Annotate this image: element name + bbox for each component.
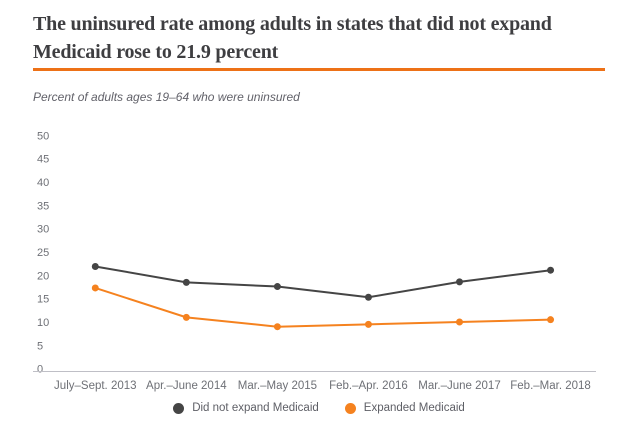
y-axis-tick-label: 15 xyxy=(37,294,49,306)
legend-item-did-not-expand: Did not expand Medicaid xyxy=(173,402,319,414)
data-point-marker xyxy=(364,320,372,328)
y-axis-tick-label: 40 xyxy=(37,177,49,189)
data-point-marker xyxy=(273,323,281,331)
data-point-marker xyxy=(273,283,281,291)
y-axis-tick-label: 20 xyxy=(37,270,49,282)
data-point-marker xyxy=(91,284,99,292)
y-axis-tick-label: 10 xyxy=(37,317,49,329)
y-axis-tick-label: 5 xyxy=(37,340,43,352)
legend-label: Expanded Medicaid xyxy=(363,402,465,414)
y-axis-tick-label: 30 xyxy=(37,224,49,236)
data-point-marker xyxy=(456,278,463,286)
series-line xyxy=(95,265,551,299)
y-axis-tick-label: 25 xyxy=(37,247,49,259)
legend-label: Did not expand Medicaid xyxy=(192,402,319,414)
x-axis-tick-label: Apr.–June 2014 xyxy=(146,380,227,392)
chart-title: The uninsured rate among adults in state… xyxy=(33,13,552,63)
legend-dot-icon xyxy=(173,402,185,414)
x-axis-tick-label: July–Sept. 2013 xyxy=(54,380,136,392)
data-point-marker xyxy=(364,293,372,301)
y-axis-tick-label: 35 xyxy=(37,200,49,212)
data-point-marker xyxy=(547,266,555,274)
y-axis-tick-label: 45 xyxy=(37,154,49,166)
data-point-marker xyxy=(91,262,99,270)
y-axis-tick-label: 50 xyxy=(37,130,49,142)
series-line xyxy=(94,286,551,328)
chart-legend: Did not expand Medicaid Expanded Medicai… xyxy=(33,402,605,414)
chart-subtitle: Percent of adults ages 19–64 who were un… xyxy=(33,90,300,104)
legend-item-expanded: Expanded Medicaid xyxy=(344,402,465,414)
x-axis-tick-label: Mar.–June 2017 xyxy=(418,380,500,392)
x-axis-tick-label: Feb.–Mar. 2018 xyxy=(510,380,591,392)
y-axis-tick-label: 0 xyxy=(37,364,43,376)
data-point-marker xyxy=(182,313,190,321)
data-point-marker xyxy=(547,316,555,324)
data-point-marker xyxy=(456,318,463,326)
data-point-marker xyxy=(182,278,190,286)
title-divider-rule xyxy=(33,68,605,71)
x-axis-tick-label: Mar.–May 2015 xyxy=(238,380,317,392)
legend-dot-icon xyxy=(344,402,356,414)
x-axis-tick-label: Feb.–Apr. 2016 xyxy=(329,380,408,392)
